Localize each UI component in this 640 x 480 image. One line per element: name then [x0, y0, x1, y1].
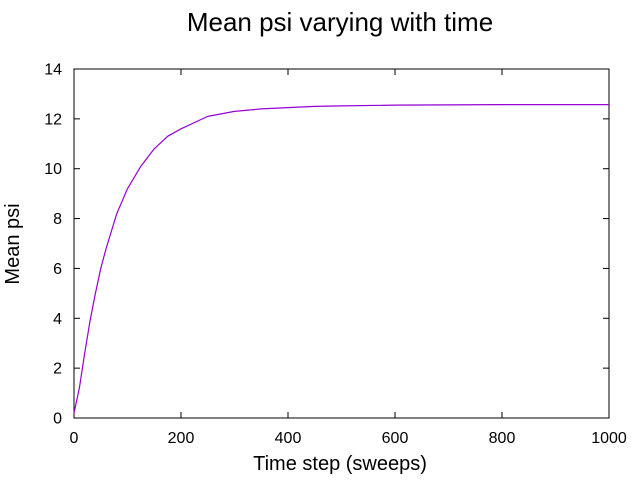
x-axis-label: Time step (sweeps)	[253, 453, 427, 475]
x-tick-label: 400	[275, 430, 302, 447]
x-tick-label: 600	[382, 430, 409, 447]
series-layer	[73, 104, 609, 414]
y-tick-label: 6	[53, 261, 62, 278]
y-axis: 0 2 4 6 8 10 12 14	[44, 62, 609, 428]
chart-title: Mean psi varying with time	[187, 7, 493, 37]
x-tick-label: 200	[168, 430, 195, 447]
y-tick-label: 14	[44, 62, 62, 79]
x-tick-label: 0	[70, 430, 79, 447]
x-tick-label: 800	[489, 430, 516, 447]
y-tick-label: 12	[44, 111, 62, 128]
y-tick-label: 2	[53, 361, 62, 378]
plot-area-frame	[73, 68, 610, 419]
y-axis-label: Mean psi	[2, 203, 24, 284]
y-tick-label: 4	[53, 311, 62, 328]
series-line-0	[73, 104, 609, 414]
y-tick-label: 0	[53, 411, 62, 428]
x-tick-label: 1000	[591, 430, 627, 447]
y-tick-label: 10	[44, 161, 62, 178]
x-axis: 0 200 400 600 800 1000	[70, 69, 627, 447]
y-tick-label: 8	[53, 211, 62, 228]
